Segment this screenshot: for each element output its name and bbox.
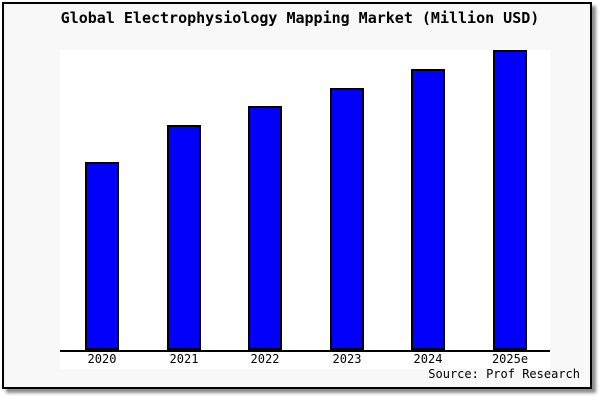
x-axis-label-2023: 2023 bbox=[332, 352, 362, 366]
chart-title: Global Electrophysiology Mapping Market … bbox=[60, 9, 540, 27]
bar-2025e bbox=[493, 50, 527, 350]
bar-2021 bbox=[167, 125, 201, 350]
source-credit: Source: Prof Research bbox=[428, 367, 580, 381]
x-axis-label-2022: 2022 bbox=[250, 352, 280, 366]
x-axis-label-2025e: 2025e bbox=[491, 352, 529, 366]
bar-2024 bbox=[411, 69, 445, 350]
x-axis-line bbox=[60, 50, 550, 352]
bar-2020 bbox=[85, 162, 119, 350]
x-axis-label-2020: 2020 bbox=[87, 352, 117, 366]
x-axis-label-2024: 2024 bbox=[413, 352, 443, 366]
bar-2022 bbox=[248, 106, 282, 350]
x-axis-label-2021: 2021 bbox=[169, 352, 199, 366]
x-axis-labels: 2020 2021 2022 2023 2024 2025e bbox=[60, 352, 550, 369]
bar-2023 bbox=[330, 88, 364, 350]
plot-area: 2020 2021 2022 2023 2024 2025e bbox=[60, 50, 550, 369]
